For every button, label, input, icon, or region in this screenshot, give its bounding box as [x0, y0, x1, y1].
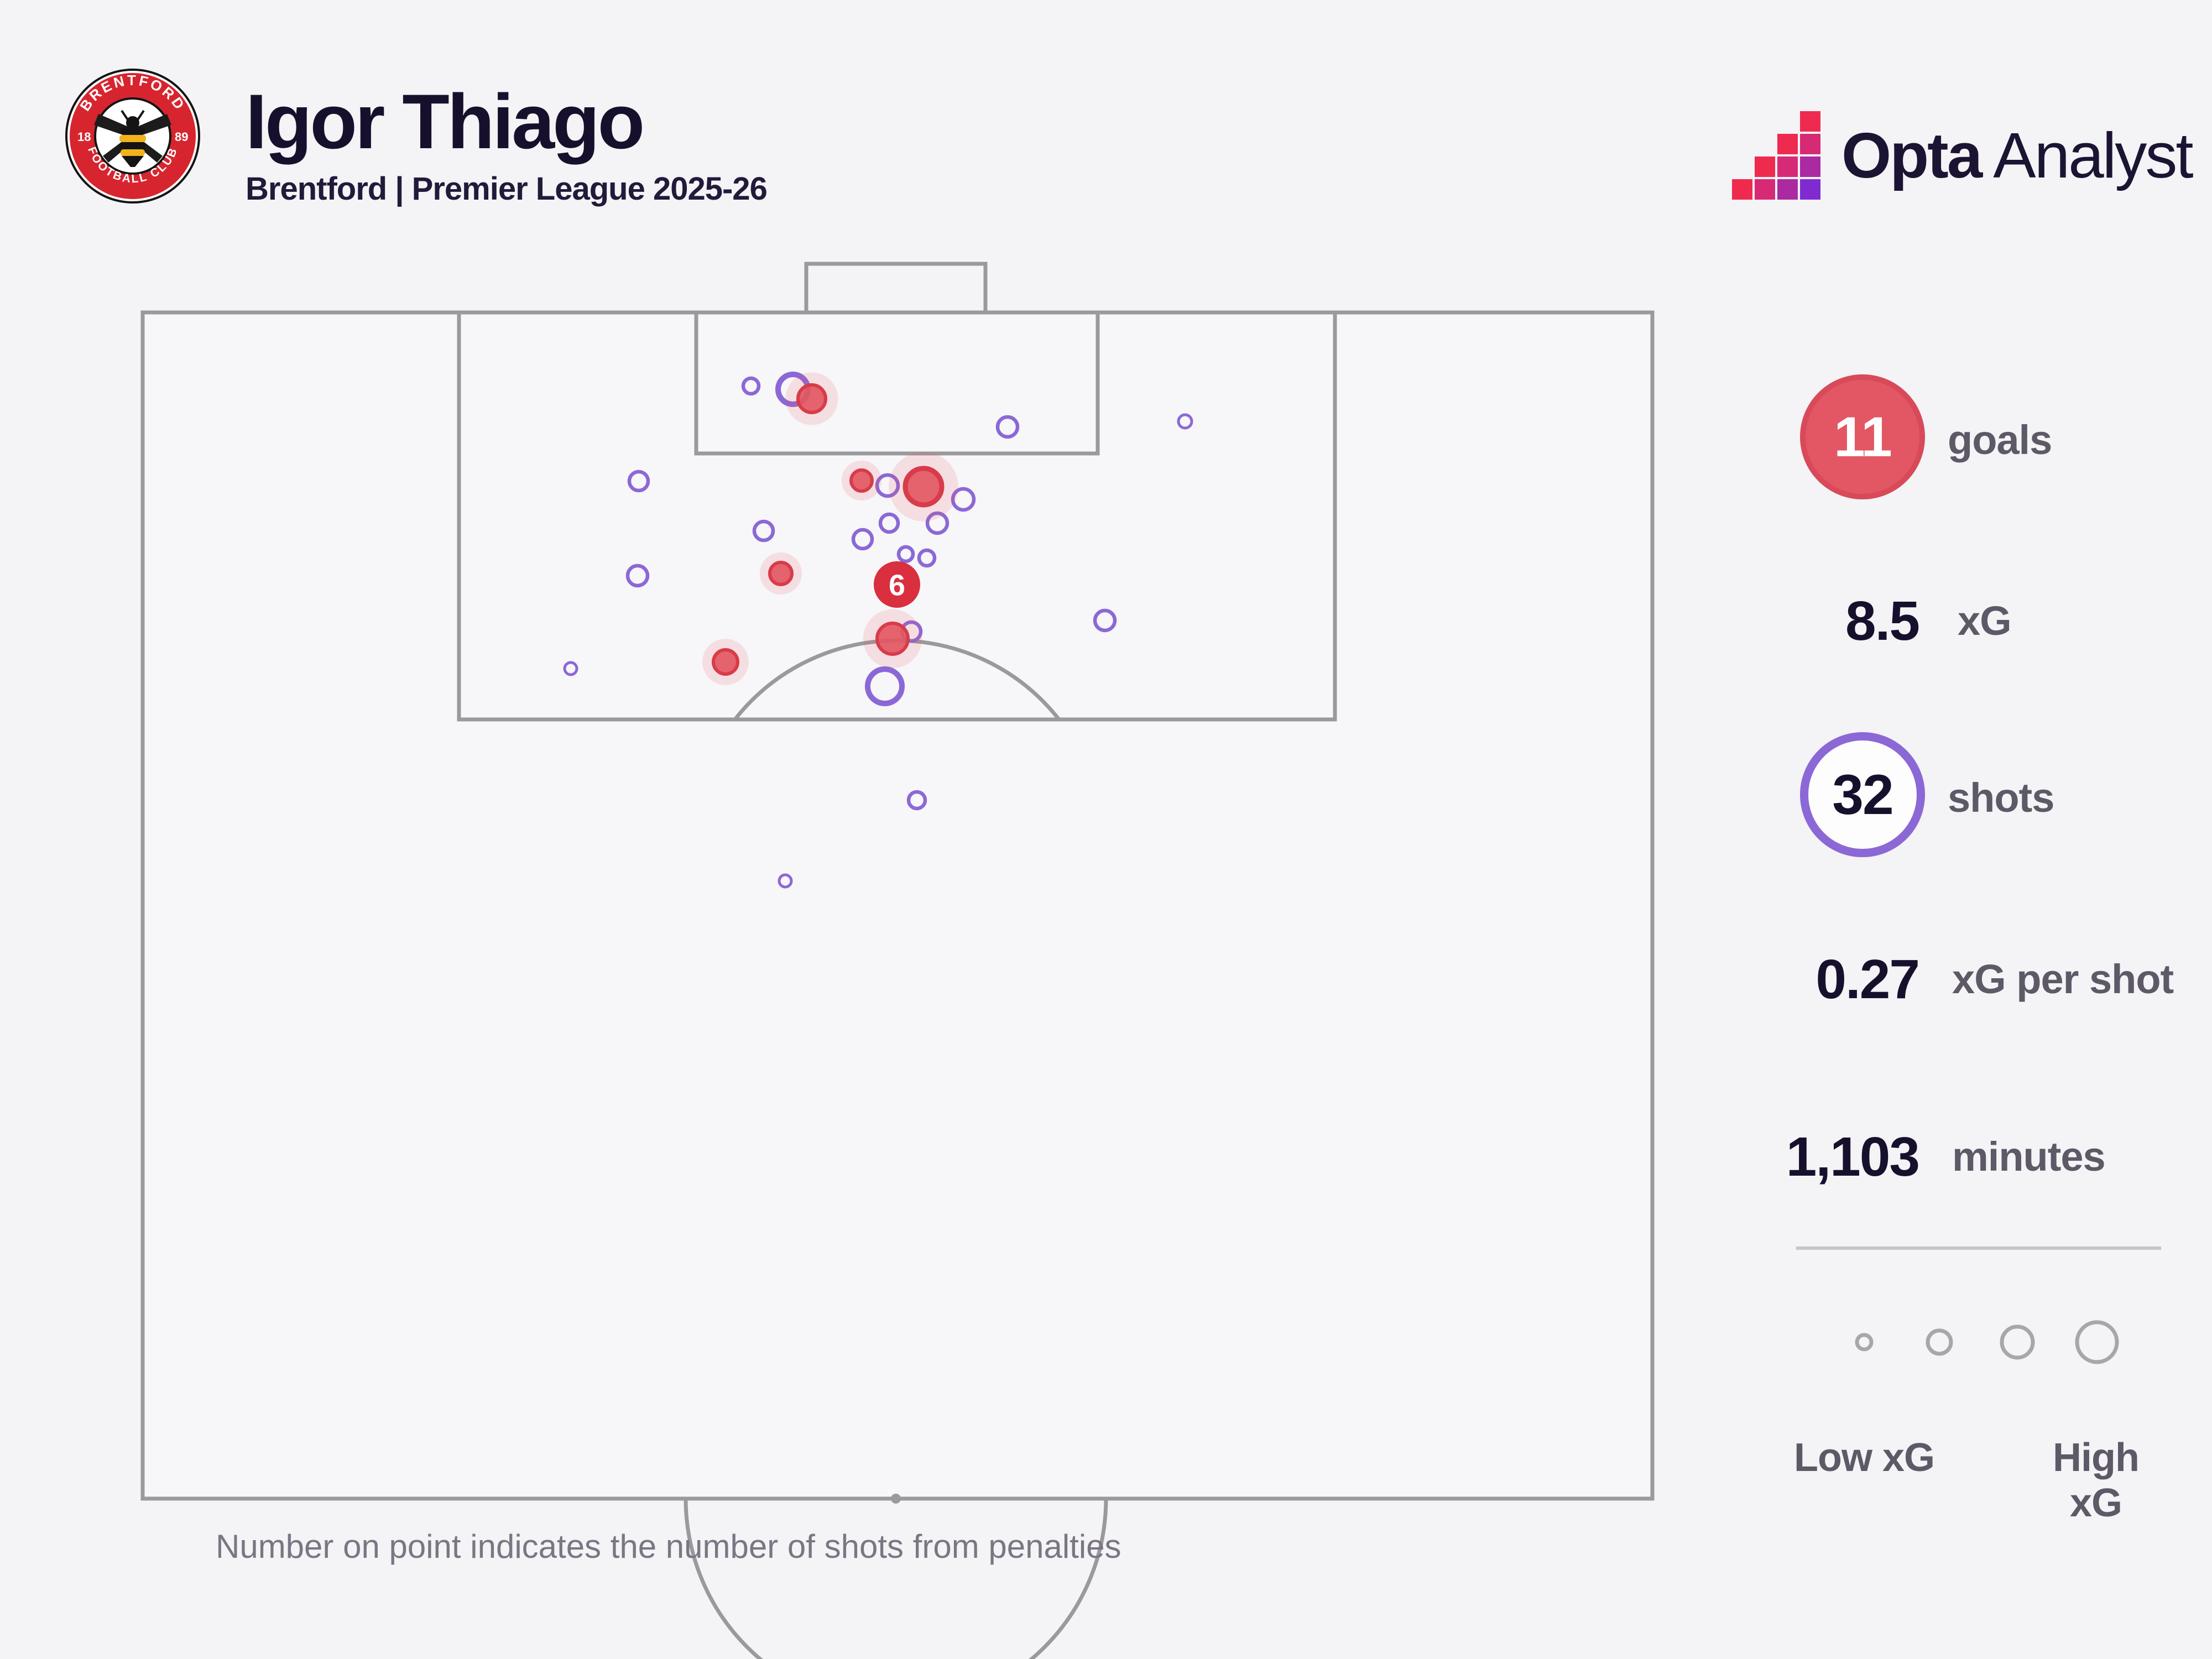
centre-circle	[684, 1498, 1108, 1659]
opta-stairs-icon	[1732, 111, 1822, 200]
shot-marker	[995, 415, 1020, 439]
xg-per-shot-value: 0.27	[1815, 948, 1920, 1010]
opta-logo-light: Analyst	[1993, 119, 2193, 191]
page-title: Igor Thiago	[246, 78, 645, 165]
legend-size-circle	[2075, 1320, 2119, 1364]
pitch-outline	[140, 310, 1655, 1501]
legend-high-label: High xG	[2053, 1436, 2140, 1525]
shot-marker	[563, 661, 578, 676]
opta-icon-square	[1732, 179, 1752, 200]
shot-marker	[741, 376, 761, 396]
opta-analyst-logo: Opta Analyst	[1732, 108, 2194, 202]
shot-marker	[851, 528, 874, 551]
goal-frame	[804, 262, 988, 315]
goals-value: 11	[1834, 405, 1892, 468]
legend-size-circle	[1926, 1328, 1953, 1356]
goal-marker	[712, 648, 739, 676]
brentford-club-badge: BRENTFORD FOOTBALL CLUB 18 89	[65, 69, 200, 204]
opta-logo-bold: Opta	[1841, 119, 1983, 191]
shot-marker	[917, 548, 937, 568]
header-title-block: Igor Thiago Brentford | Premier League 2…	[246, 78, 768, 207]
shot-marker	[878, 512, 900, 534]
shot-markers-layer: 6	[563, 372, 1193, 889]
goals-stat-circle: 11	[1800, 374, 1925, 499]
shot-marker	[752, 519, 775, 542]
goal-marker	[902, 466, 945, 508]
shots-label: shots	[1948, 775, 2054, 821]
opta-icon-square	[1800, 179, 1820, 200]
goal-marker	[768, 561, 794, 586]
legend-size-circle	[1855, 1333, 1874, 1352]
stats-divider	[1796, 1246, 2161, 1250]
xg-value: 8.5	[1845, 590, 1920, 652]
shot-marker	[778, 873, 793, 889]
legend-size-circle	[2000, 1324, 2035, 1360]
page-subtitle: Brentford | Premier League 2025-26	[246, 171, 768, 207]
opta-icon-square	[1800, 156, 1820, 177]
legend-low-label: Low xG	[1793, 1436, 1935, 1480]
shot-marker	[896, 545, 915, 564]
xg-label: xG	[1958, 598, 2012, 644]
goal-marker	[875, 622, 910, 656]
opta-icon-square	[1800, 111, 1820, 132]
shot-marker	[1093, 608, 1117, 633]
opta-icon-square	[1800, 134, 1820, 154]
bee-icon	[94, 109, 171, 167]
shot-marker	[1177, 413, 1193, 430]
shot-marker	[625, 564, 650, 588]
goals-label: goals	[1948, 417, 2052, 463]
penalty-count-label: 6	[889, 568, 905, 602]
opta-icon-square	[1777, 156, 1798, 177]
opta-icon-square	[1777, 179, 1798, 200]
minutes-value: 1,103	[1786, 1126, 1920, 1188]
goal-marker	[849, 468, 874, 493]
shot-marker	[627, 469, 650, 493]
shots-value: 32	[1832, 763, 1893, 826]
opta-icon-square	[1755, 179, 1775, 200]
badge-year-89: 89	[175, 130, 188, 144]
legend-circles	[1855, 1320, 2119, 1364]
shot-marker	[875, 473, 900, 498]
badge-year-18: 18	[77, 130, 91, 144]
shot-marker	[925, 511, 950, 535]
minutes-label: minutes	[1952, 1134, 2106, 1180]
opta-icon-square	[1777, 134, 1798, 154]
shot-marker	[906, 790, 927, 811]
shot-marker	[865, 666, 905, 706]
penalty-marker	[874, 561, 920, 608]
shot-marker	[951, 487, 976, 512]
goal-marker	[796, 383, 827, 414]
penalty-footnote: Number on point indicates the number of …	[216, 1528, 1121, 1565]
opta-icon-square	[1755, 156, 1775, 177]
xg-per-shot-label: xG per shot	[1952, 956, 2174, 1002]
centre-spot	[891, 1494, 901, 1504]
